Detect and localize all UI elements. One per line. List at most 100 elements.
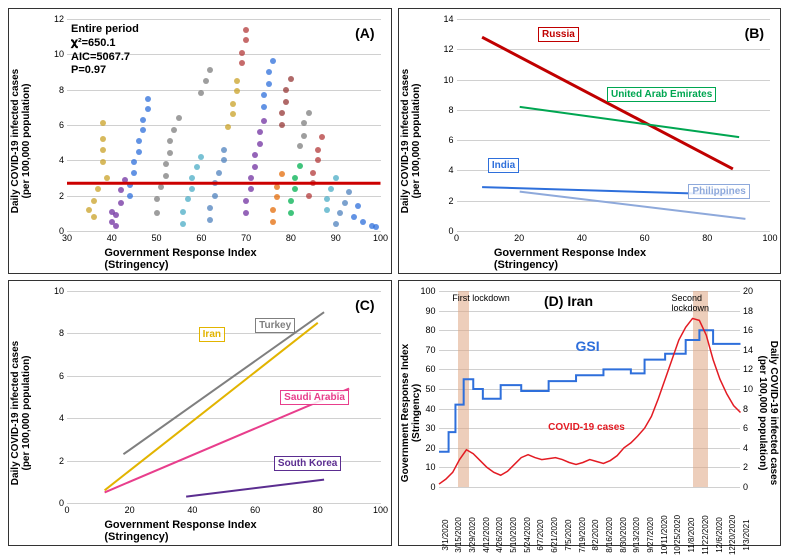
stats-line: 𝛘²=650.1	[71, 37, 139, 51]
x-tick: 20	[125, 503, 135, 515]
x-tick-date: 5/24/2020	[521, 517, 532, 553]
x-tick: 60	[640, 231, 650, 243]
y-tick: 8	[59, 85, 67, 95]
x-tick-date: 4/26/2020	[493, 517, 504, 553]
y2-tick: 4	[740, 443, 748, 453]
y-tick: 80	[425, 325, 438, 335]
y2-tick: 6	[740, 423, 748, 433]
x-tick: 80	[286, 231, 296, 243]
gridline	[67, 503, 381, 504]
plot-area: 0102030405060708090100024681012141618203…	[439, 291, 741, 487]
x-tick-date: 8/2/2020	[589, 519, 600, 550]
y-tick: 70	[425, 345, 438, 355]
x-tick-date: 4/12/2020	[480, 517, 491, 553]
series-line	[519, 107, 738, 137]
y-tick: 2	[59, 191, 67, 201]
x-tick: 0	[454, 231, 459, 243]
x-tick-date: 11/22/2020	[699, 515, 710, 554]
y-tick: 90	[425, 306, 438, 316]
svg-layer	[439, 291, 741, 487]
y-axis-label: Daily COVID-19 infected cases (per 100,0…	[10, 41, 32, 241]
country-label: Iran	[199, 327, 225, 342]
y2-tick: 0	[740, 482, 748, 492]
x-tick-date: 9/27/2020	[644, 517, 655, 553]
stats-line: P=0.97	[71, 64, 139, 78]
y2-tick: 18	[740, 306, 753, 316]
panel-letter: (C)	[355, 297, 374, 313]
country-label: South Korea	[274, 456, 341, 471]
panel-c: 0246810020406080100TurkeyIranSaudi Arabi…	[8, 280, 392, 546]
x-tick: 70	[241, 231, 251, 243]
y-tick: 6	[59, 371, 67, 381]
panel-letter: (D) Iran	[544, 293, 593, 309]
plot-area: 02468101214020406080100RussiaUnited Arab…	[457, 19, 771, 231]
x-tick: 50	[152, 231, 162, 243]
panel-a: 02468101230405060708090100Entire period𝛘…	[8, 8, 392, 274]
y-tick: 6	[448, 135, 456, 145]
stats-line: Entire period	[71, 23, 139, 37]
y-tick: 6	[59, 120, 67, 130]
x-tick: 80	[702, 231, 712, 243]
y-tick: 2	[59, 456, 67, 466]
panel-letter: (A)	[355, 25, 374, 41]
y-tick: 100	[420, 286, 438, 296]
x-tick: 20	[514, 231, 524, 243]
y-tick: 20	[425, 443, 438, 453]
stats-box: Entire period𝛘²=650.1AIC=5067.7P=0.97	[71, 23, 139, 78]
y-tick: 10	[54, 286, 67, 296]
gsi-label: GSI	[576, 338, 600, 354]
x-tick-date: 3/15/2020	[452, 517, 463, 553]
x-tick: 80	[313, 503, 323, 515]
x-tick: 100	[373, 231, 388, 243]
y-tick: 10	[443, 75, 456, 85]
x-tick: 100	[373, 503, 388, 515]
x-tick: 40	[187, 503, 197, 515]
x-tick-date: 8/30/2020	[617, 517, 628, 553]
y2-tick: 16	[740, 325, 753, 335]
y2-tick: 10	[740, 384, 753, 394]
country-label: United Arab Emirates	[607, 87, 716, 102]
country-label: Russia	[538, 27, 579, 42]
y2-tick: 20	[740, 286, 753, 296]
x-tick-date: 3/29/2020	[466, 517, 477, 553]
x-tick: 40	[577, 231, 587, 243]
y-axis-label: Daily COVID-19 infected cases (per 100,0…	[400, 41, 422, 241]
y-tick: 60	[425, 364, 438, 374]
cases-label: COVID-19 cases	[548, 422, 625, 433]
x-tick: 90	[331, 231, 341, 243]
country-label: Philippines	[688, 184, 749, 199]
country-label: Saudi Arabia	[280, 390, 349, 405]
x-tick-date: 1/3/2021	[740, 519, 751, 550]
y-tick: 4	[59, 413, 67, 423]
panel-d: 0102030405060708090100024681012141618203…	[398, 280, 782, 546]
panel-letter: (B)	[745, 25, 764, 41]
series-line	[482, 37, 733, 169]
y-tick: 2	[448, 196, 456, 206]
y2-tick: 14	[740, 345, 753, 355]
x-axis-label: Government Response Index (Stringency)	[104, 519, 295, 543]
country-label: India	[488, 158, 519, 173]
y2-tick: 8	[740, 404, 748, 414]
gridline	[439, 487, 741, 488]
plot-area: 02468101230405060708090100Entire period𝛘…	[67, 19, 381, 231]
x-tick-date: 7/5/2020	[562, 519, 573, 550]
x-tick-date: 5/10/2020	[507, 517, 518, 553]
x-tick-date: 11/8/2020	[685, 518, 696, 553]
x-tick: 30	[62, 231, 72, 243]
x-tick-date: 8/16/2020	[603, 517, 614, 553]
x-tick: 100	[762, 231, 777, 243]
x-tick-date: 12/20/2020	[726, 515, 737, 555]
y2-axis-label: Daily COVID-19 infected cases (per 100,0…	[757, 313, 779, 513]
x-axis-label: Government Response Index (Stringency)	[104, 247, 295, 271]
y-tick: 8	[448, 105, 456, 115]
y-tick: 12	[443, 44, 456, 54]
y-tick: 12	[54, 14, 67, 24]
y2-tick: 2	[740, 462, 748, 472]
x-tick: 60	[196, 231, 206, 243]
country-label: Turkey	[255, 318, 295, 333]
x-axis-label: Government Response Index (Stringency)	[494, 247, 685, 271]
x-tick-date: 10/11/2020	[658, 515, 669, 554]
plot-area: 0246810020406080100TurkeyIranSaudi Arabi…	[67, 291, 381, 503]
y-axis-label: Government Response Index (Stringency)	[400, 313, 422, 513]
x-tick-date: 9/13/2020	[630, 517, 641, 553]
